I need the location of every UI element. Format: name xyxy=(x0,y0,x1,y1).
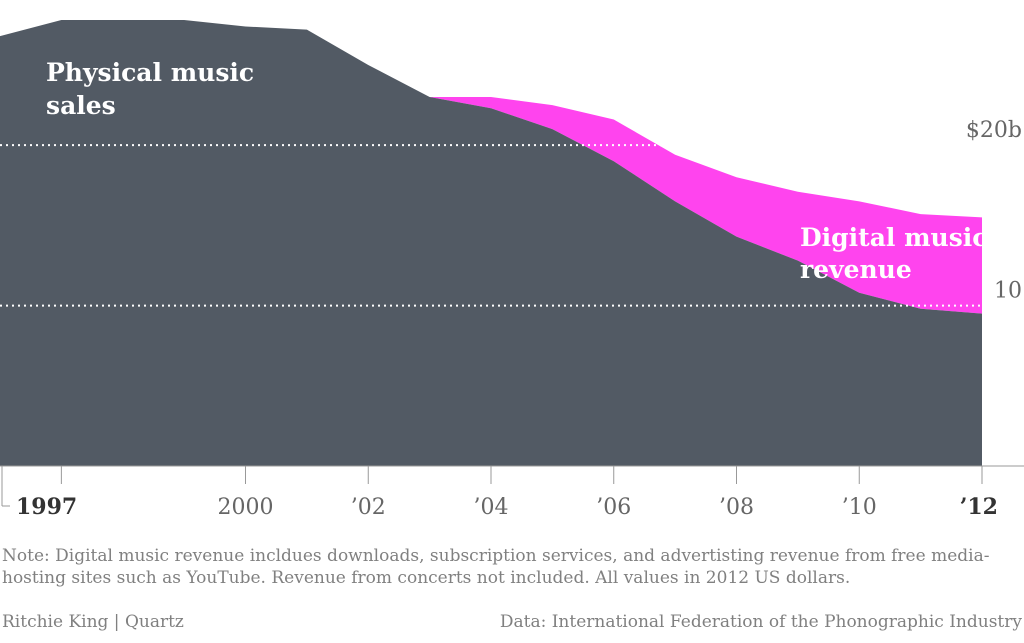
data-source: Data: International Federation of the Ph… xyxy=(499,612,1022,632)
digital-label-line-2: revenue xyxy=(800,255,912,284)
x-tick-label-2006: ’06 xyxy=(596,495,631,520)
digital-revenue-area xyxy=(0,20,982,314)
y-tick-label-20: $20b xyxy=(966,118,1022,143)
digital-label-line-1: Digital music xyxy=(800,223,988,252)
x-tick-label-2012: ’12 xyxy=(960,494,998,520)
x-tick-label-2008: ’08 xyxy=(719,495,754,520)
x-tick-label-1997: 1997 xyxy=(16,494,77,520)
x-tick-label-2004: ’04 xyxy=(474,495,509,520)
physical-label-line-1: Physical music xyxy=(46,58,254,87)
x-tick-label-2000: 2000 xyxy=(218,495,274,520)
x-tick-label-2010: ’10 xyxy=(842,495,877,520)
physical-label-line-2: sales xyxy=(46,91,116,120)
y-tick-label-10: 10 xyxy=(994,279,1022,304)
physical-sales-area xyxy=(0,20,982,467)
x-tick-label-2002: ’02 xyxy=(351,495,386,520)
chart-note: Note: Digital music revenue incldues dow… xyxy=(2,546,990,588)
area-chart: 1997 2000 ’02 ’04 ’06 ’08 ’10 ’12 $20b 10 Physic… xyxy=(0,20,1024,520)
author-credit: Ritchie King | Quartz xyxy=(2,612,184,632)
